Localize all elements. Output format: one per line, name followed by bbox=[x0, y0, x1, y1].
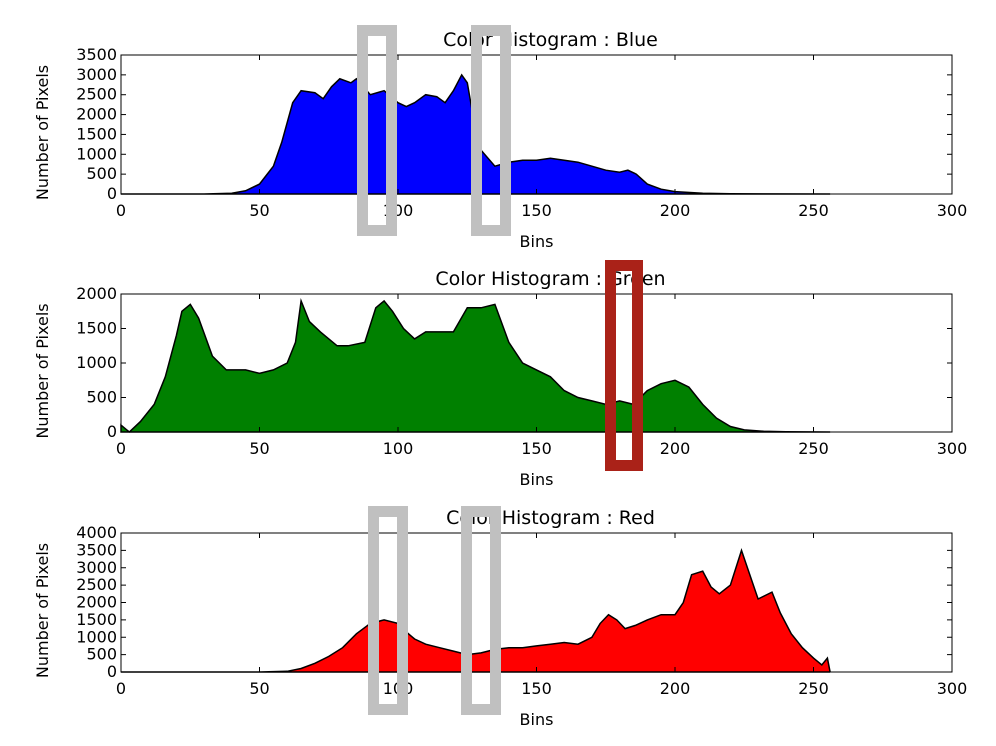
histogram-area bbox=[121, 548, 831, 673]
x-tick-label: 50 bbox=[249, 439, 269, 458]
y-tick-label: 0 bbox=[107, 422, 117, 441]
y-axis-label: Number of Pixels bbox=[33, 303, 52, 438]
x-tick-label: 50 bbox=[249, 679, 269, 698]
overlay-box-gray bbox=[471, 25, 511, 236]
x-tick-label: 300 bbox=[937, 439, 968, 458]
overlay-box-gray bbox=[357, 25, 397, 236]
x-axis-label: Bins bbox=[520, 232, 554, 251]
overlay-box-red bbox=[605, 260, 643, 471]
y-tick-label: 3500 bbox=[76, 45, 117, 64]
overlay-box-gray bbox=[461, 506, 501, 715]
x-axis-label: Bins bbox=[520, 470, 554, 489]
y-axis-label: Number of Pixels bbox=[33, 65, 52, 200]
y-tick-label: 500 bbox=[86, 164, 117, 183]
y-tick-label: 1500 bbox=[76, 610, 117, 629]
x-tick-label: 200 bbox=[660, 201, 691, 220]
x-axis-label: Bins bbox=[520, 710, 554, 729]
x-tick-label: 150 bbox=[521, 439, 552, 458]
x-tick-label: 250 bbox=[798, 201, 829, 220]
y-tick-label: 0 bbox=[107, 662, 117, 681]
x-tick-label: 100 bbox=[383, 439, 414, 458]
y-tick-label: 1000 bbox=[76, 627, 117, 646]
x-tick-label: 250 bbox=[798, 679, 829, 698]
y-tick-label: 500 bbox=[86, 645, 117, 664]
x-tick-label: 150 bbox=[521, 679, 552, 698]
overlay-box-gray bbox=[368, 506, 408, 715]
x-tick-label: 0 bbox=[116, 439, 126, 458]
y-tick-label: 2500 bbox=[76, 575, 117, 594]
y-tick-label: 2000 bbox=[76, 284, 117, 303]
chart-title: Color Histogram : Green bbox=[435, 268, 665, 290]
x-tick-label: 200 bbox=[660, 679, 691, 698]
histogram-area bbox=[120, 297, 831, 433]
x-tick-label: 300 bbox=[937, 679, 968, 698]
y-tick-label: 1000 bbox=[76, 353, 117, 372]
y-tick-label: 500 bbox=[86, 388, 117, 407]
y-tick-label: 0 bbox=[107, 184, 117, 203]
y-tick-label: 1500 bbox=[76, 319, 117, 338]
overlay-boxes bbox=[357, 25, 643, 715]
y-tick-label: 1500 bbox=[76, 124, 117, 143]
x-tick-label: 250 bbox=[798, 439, 829, 458]
x-tick-label: 0 bbox=[116, 201, 126, 220]
y-tick-label: 3000 bbox=[76, 65, 117, 84]
y-tick-label: 3500 bbox=[76, 540, 117, 559]
y-tick-label: 3000 bbox=[76, 558, 117, 577]
y-tick-label: 2000 bbox=[76, 593, 117, 612]
y-tick-label: 2000 bbox=[76, 105, 117, 124]
x-tick-label: 50 bbox=[249, 201, 269, 220]
x-tick-label: 0 bbox=[116, 679, 126, 698]
x-tick-label: 300 bbox=[937, 201, 968, 220]
histogram-panel: 0 50 100 150 200 250 300 0 500 1000 1500 2000 Color … bbox=[33, 268, 967, 489]
y-tick-label: 4000 bbox=[76, 523, 117, 542]
x-tick-label: 150 bbox=[521, 201, 552, 220]
x-tick-label: 200 bbox=[660, 439, 691, 458]
histogram-panel: 0 50 100 150 200 250 3000500100015002000250030… bbox=[33, 507, 967, 729]
y-tick-label: 1000 bbox=[76, 144, 117, 163]
y-tick-label: 2500 bbox=[76, 85, 117, 104]
y-axis-label: Number of Pixels bbox=[33, 543, 52, 678]
